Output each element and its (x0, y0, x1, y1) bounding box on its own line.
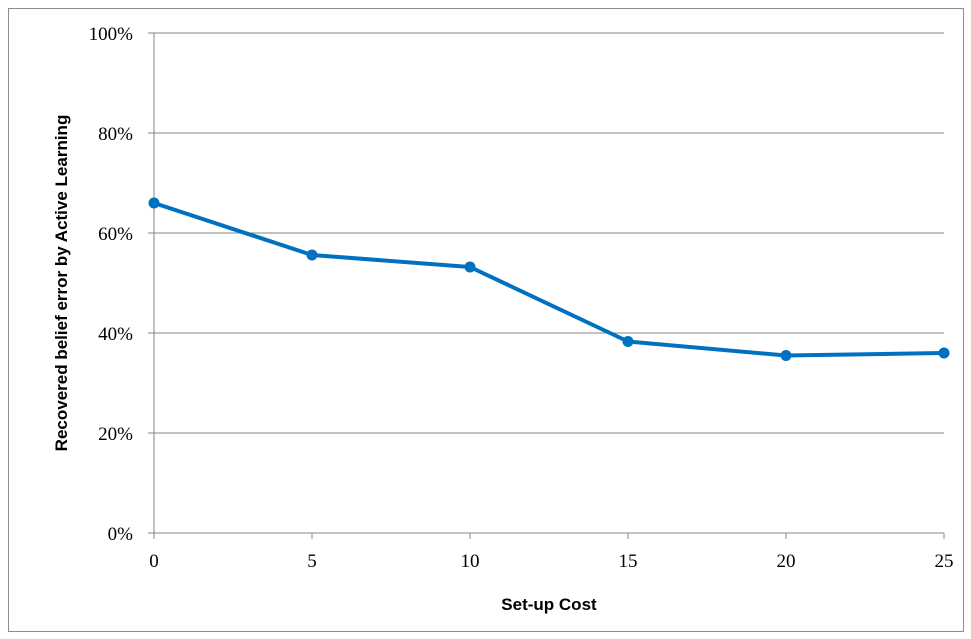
y-tick-label: 0% (108, 524, 134, 545)
y-tick-label: 80% (98, 124, 133, 145)
y-tick-label: 20% (98, 424, 133, 445)
x-tick-label: 5 (307, 551, 317, 572)
data-point (464, 261, 476, 273)
x-tick-label: 15 (619, 551, 638, 572)
x-tick-label: 25 (935, 551, 954, 572)
data-point (938, 347, 950, 359)
x-tick-label: 0 (149, 551, 159, 572)
y-axis-title: Recovered belief error by Active Learnin… (52, 115, 71, 452)
series-line (152, 201, 946, 358)
x-tick-label: 10 (461, 551, 480, 572)
y-tick-label: 100% (89, 24, 134, 45)
series-layer (148, 197, 950, 361)
chart-frame (8, 8, 964, 632)
x-axis-title: Set-up Cost (501, 595, 597, 614)
x-tick-label: 20 (777, 551, 796, 572)
x-tick-labels: 0 5 10 15 20 25 (149, 551, 953, 572)
data-point (148, 197, 160, 209)
y-tick-labels: 0% 20% 40% 60% 80% 100% (89, 24, 134, 545)
data-point (780, 350, 792, 361)
data-point (622, 336, 634, 347)
y-tick-label: 40% (98, 324, 133, 345)
axes (148, 32, 945, 539)
data-point (306, 249, 318, 261)
gridlines (154, 32, 944, 434)
y-tick-label: 60% (98, 224, 133, 245)
